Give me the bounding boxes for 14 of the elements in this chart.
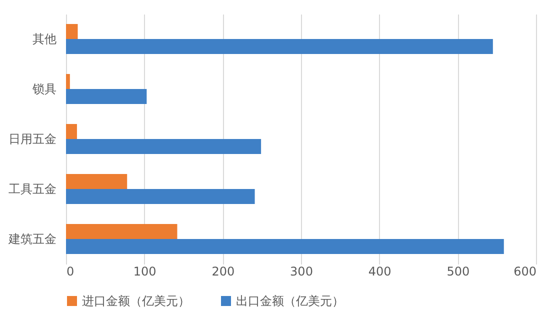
x-tick-label: 400	[368, 264, 392, 278]
legend-label: 出口金额（亿美元）	[236, 294, 344, 308]
x-tick-label: 600	[514, 264, 536, 278]
y-tick-label: 日用五金	[8, 132, 56, 146]
x-tick-label: 500	[446, 264, 470, 278]
x-tick-label: 300	[290, 264, 313, 278]
x-tick-label: 100	[133, 264, 156, 278]
legend-label: 进口金额（亿美元）	[82, 294, 190, 308]
y-tick-label: 其他	[32, 32, 56, 46]
y-tick-label: 锁具	[32, 82, 56, 96]
x-tick-label: 200	[212, 264, 235, 278]
x-tick-label: 0	[66, 264, 74, 278]
y-tick-label: 建筑五金	[8, 232, 56, 246]
y-tick-label: 工具五金	[8, 182, 56, 196]
